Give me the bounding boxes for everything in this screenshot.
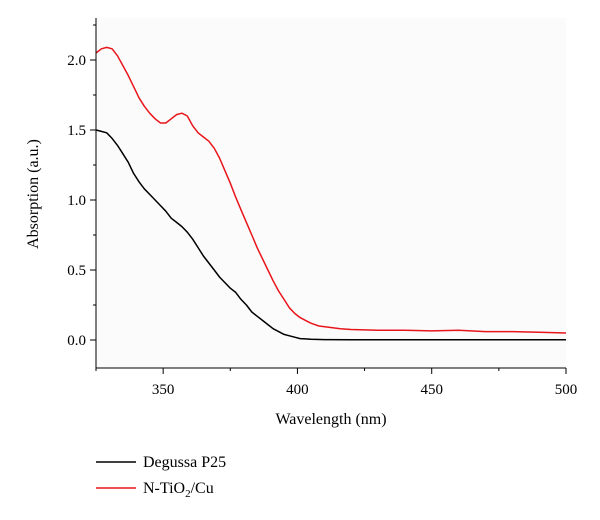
y-tick-label: 2.0 xyxy=(67,53,86,69)
series-line-degussa-p25 xyxy=(95,129,566,341)
y-tick-label: 0.0 xyxy=(67,333,86,349)
x-tick-label: 350 xyxy=(152,382,175,398)
y-tick-label: 1.5 xyxy=(67,123,86,139)
x-tick-label: 400 xyxy=(286,382,309,398)
legend-label-n-tio2-cu: N-TiO2/Cu xyxy=(143,480,214,500)
legend-label-tail: /Cu xyxy=(191,480,214,497)
legend: Degussa P25 N-TiO2/Cu xyxy=(96,454,226,500)
tick-layer: 350 400 450 500 0.0 0.5 1.0 1.5 2.0 xyxy=(67,24,578,398)
legend-label-main: N-TiO xyxy=(143,480,185,497)
x-axis-title: Wavelength (nm) xyxy=(275,411,386,428)
y-axis-title: Absorption (a.u.) xyxy=(25,139,42,249)
plot-background xyxy=(96,18,566,368)
x-tick-label: 500 xyxy=(555,382,578,398)
legend-label-subscript: 2 xyxy=(185,488,191,500)
legend-label-degussa-p25: Degussa P25 xyxy=(143,454,226,471)
y-tick-label: 0.5 xyxy=(67,263,86,279)
series-line-n-tio2-cu xyxy=(95,46,567,334)
y-tick-label: 1.0 xyxy=(67,193,86,209)
x-tick-label: 450 xyxy=(420,382,443,398)
series-layer xyxy=(95,46,567,341)
